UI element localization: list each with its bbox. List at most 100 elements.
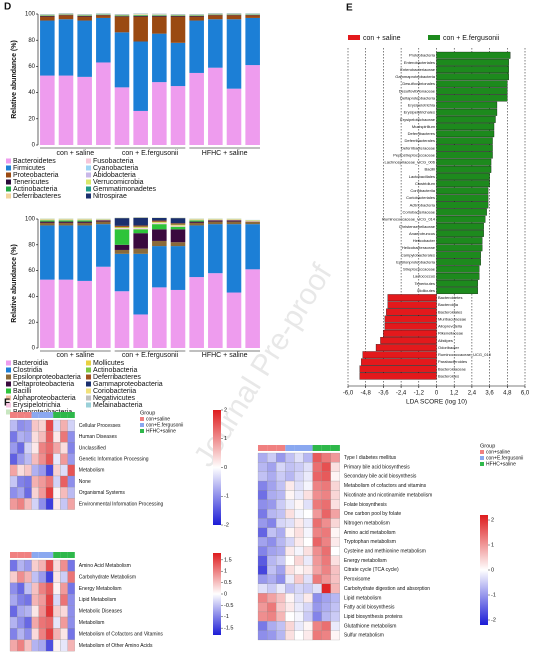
heatmap-cell [276,518,286,528]
bar-segment [133,41,148,111]
heatmap-cell [60,559,68,572]
panel-letter: E [346,3,353,14]
heatmap-cell [330,518,340,528]
legend-title: Group [480,443,495,449]
heatmap-cell [17,582,25,595]
bar-segment [226,15,242,20]
row-label: Metabolism [79,468,105,474]
lda-bar [359,365,437,373]
bar-segment [245,269,260,348]
heatmap-cell [38,453,47,465]
group-label: HFHC + saline [202,150,248,157]
taxon-label: Bacilli [425,167,436,172]
heatmap-cell [321,509,331,519]
group-annotation [10,552,18,558]
bar-segment [96,15,111,18]
bar-segment [40,20,55,76]
lda-bar [436,73,509,81]
heatmap-cell [276,593,286,603]
bar-segment [114,16,130,33]
bar-segment [114,227,130,229]
row-label: Unclassified [79,445,106,451]
heatmap-cell [60,628,68,640]
bar-segment [208,221,223,225]
legend-swatch [86,179,91,185]
heatmap-cell [24,475,32,488]
taxon-label: Desulfovibrionales [402,81,435,86]
legend-swatch [86,381,91,387]
group-annotation [24,552,32,558]
heatmap-cell [9,639,18,652]
lda-bar [436,108,498,116]
bar-segment [114,291,130,348]
row-label: One carbon pool by folate [344,511,401,517]
heatmap-cell [9,487,18,499]
heatmap-cell [31,498,39,510]
heatmap-cell [321,537,331,547]
row-label: Metabolism of Cofactors and Vitamins [79,631,164,637]
heatmap-cell [330,574,340,584]
heatmap-cell [312,611,322,622]
heatmap-cell [31,419,39,432]
heatmap-cell [53,582,61,595]
lda-bar [361,358,437,366]
heatmap-cell [330,583,340,594]
heatmap-cell [67,594,75,606]
row-label: Nicotinate and nicotinamide metabolism [344,492,432,498]
heatmap-cell [294,499,304,510]
heatmap-cell [67,605,75,618]
taxon-label: Lactococcus [413,274,435,279]
bar-segment [170,15,186,16]
heatmap-cell [276,509,286,519]
heatmap-cell [267,499,277,510]
heatmap-cell [267,583,277,594]
lda-bar [362,351,437,359]
heatmap-cell [9,616,18,629]
heatmap-cell [67,464,75,477]
legend-swatch [86,360,91,366]
heatmap-cell [294,583,304,594]
legend-label: Deferribacteres [93,374,141,381]
row-label: Cysteine and methionine metabolism [344,549,426,555]
bar-segment [133,15,148,17]
heatmap-cell [267,462,277,472]
legend-swatch [86,388,91,394]
heatmap-cell [312,537,322,547]
heatmap-cell [17,594,25,606]
bar-segment [58,225,74,280]
colorbar-label: -1 [224,494,229,500]
heatmap-cell [312,546,322,556]
bar-segment [96,220,111,222]
bar-segment [40,15,55,17]
heatmap-cell [330,452,340,463]
taxon-label: Enterobacteriales [404,60,435,65]
bar-segment [133,227,148,228]
heatmap-cell [330,630,340,641]
bar-segment [133,15,148,16]
heatmap-cell [38,419,47,432]
bar-segment [170,246,186,290]
taxon-label: Lachnospiraceae_UCG_006 [385,160,436,165]
bar-segment [152,287,167,348]
lda-bar [436,237,483,245]
row-label: Metabolic Diseases [79,609,123,615]
legend-label: Deltaproteobacteria [13,381,74,388]
heatmap-cell [53,559,61,572]
lda-bar [386,308,437,316]
taxon-label: Erysipelotrichaceae [400,117,436,122]
heatmap-cell [330,621,340,631]
bar-segment [114,32,130,88]
legend-label: Erysipelotrichia [13,402,61,409]
bar-segment [58,19,74,76]
heatmap-cell [67,571,75,583]
heatmap-cell [321,611,331,622]
heatmap-cell [312,509,322,519]
heatmap-cell [276,546,286,556]
group-annotation [46,552,54,558]
legend-label: Proteobacteria [13,172,59,179]
heatmap-cell [9,431,18,443]
bar-segment [170,289,186,348]
heatmap-cell [312,518,322,528]
lda-bar [436,187,489,195]
y-tick-label: 20 [28,116,35,122]
